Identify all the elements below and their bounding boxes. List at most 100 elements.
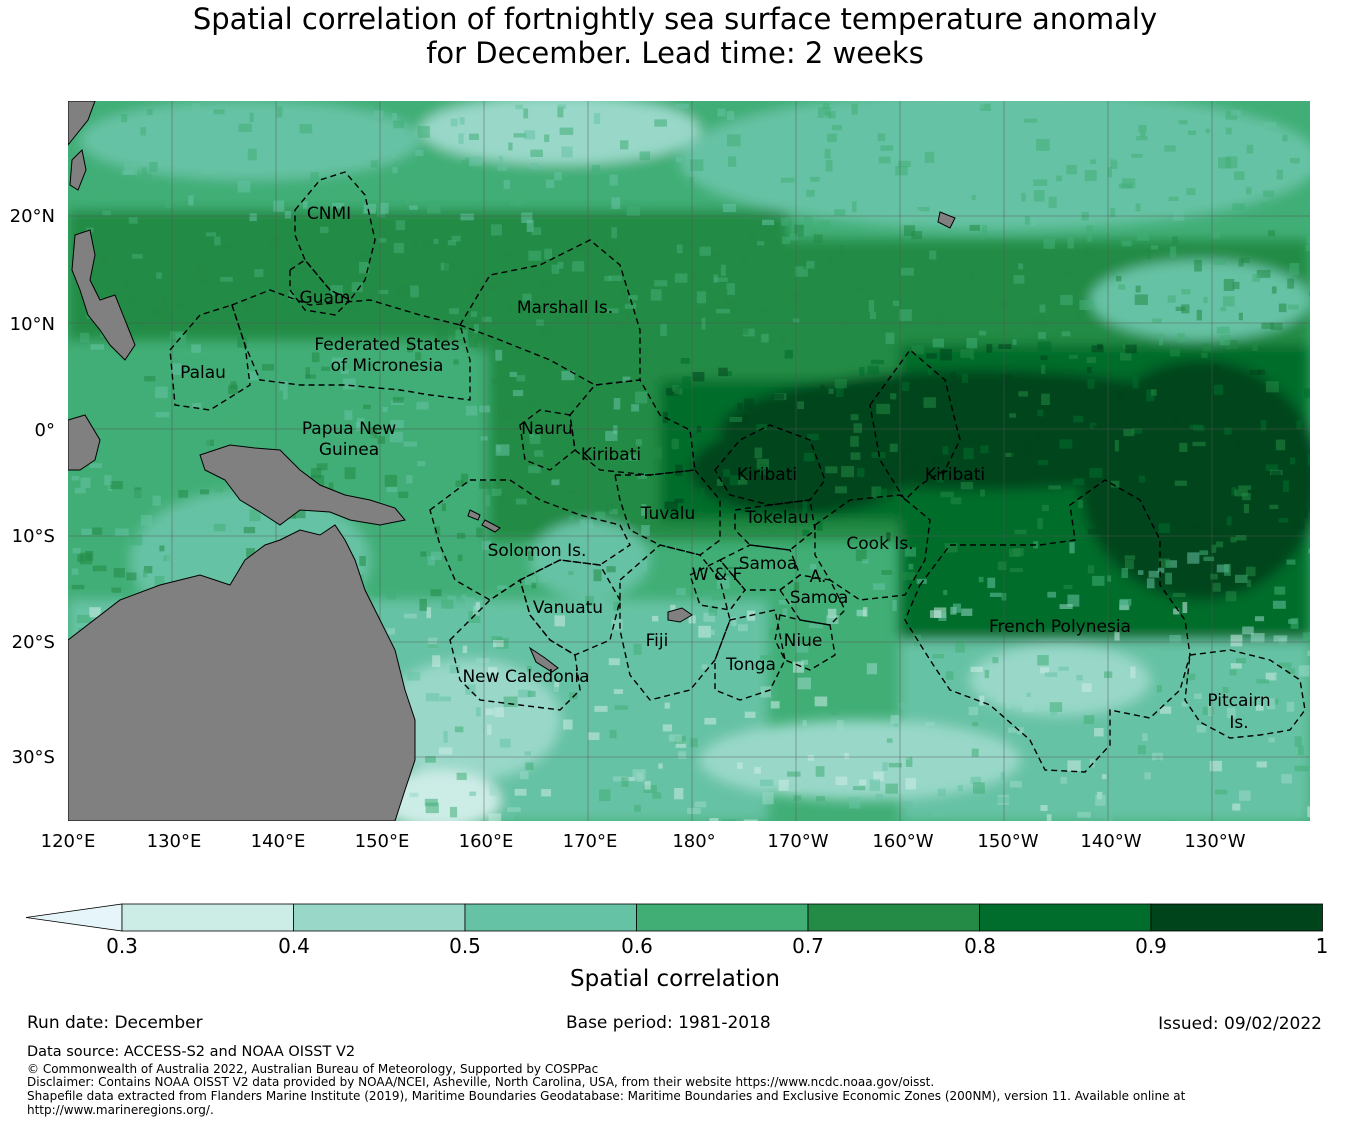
- label-kiribati-w: Kiribati: [581, 445, 641, 465]
- eez-kiribati-w: [569, 379, 696, 476]
- lon-tick-label: 130°W: [1184, 831, 1245, 852]
- disclaimer: Disclaimer: Contains NOAA OISST V2 data …: [27, 1075, 935, 1089]
- label-samoa: Samoa: [739, 554, 798, 574]
- label-vanuatu: Vanuatu: [533, 598, 603, 618]
- colorbar-segment: [464, 903, 637, 932]
- china-land: [68, 101, 96, 146]
- lat-tick-labels: 20°N 10°N 0° 10°S 20°S 30°S: [10, 206, 55, 768]
- colorbar-label: Spatial correlation: [570, 966, 780, 992]
- label-new-caledonia: New Caledonia: [462, 667, 589, 687]
- label-asamoa-line1: A.: [810, 567, 827, 587]
- solomon-land: [467, 509, 501, 533]
- label-png-line2: Guinea: [319, 440, 379, 460]
- issued-date: Issued: 09/02/2022: [1158, 1014, 1322, 1034]
- lon-tick-label: 170°E: [563, 831, 618, 852]
- colorbar-segment: [1150, 903, 1323, 932]
- lon-tick-label: 160°W: [872, 831, 933, 852]
- colorbar-tick-label: 0.6: [621, 934, 653, 958]
- copyright: © Commonwealth of Australia 2022, Austra…: [27, 1062, 599, 1076]
- shapefile-url: http://www.marineregions.org/.: [27, 1103, 214, 1117]
- hawaii-land: [937, 211, 956, 229]
- colorbar-tick-labels: 0.3 0.4 0.5 0.6 0.7 0.8 0.9 1: [106, 934, 1328, 958]
- philippines-land: [71, 229, 136, 361]
- lon-tick-label: 140°E: [251, 831, 306, 852]
- label-palau: Palau: [180, 363, 226, 383]
- label-solomon: Solomon Is.: [488, 541, 587, 561]
- title-line-2: for December. Lead time: 2 weeks: [426, 36, 924, 70]
- shapefile-credit: Shapefile data extracted from Flanders M…: [27, 1089, 1186, 1103]
- lon-tick-label: 150°E: [355, 831, 410, 852]
- eez-fiji: [619, 544, 731, 701]
- lat-tick-label: 10°N: [10, 314, 55, 335]
- lon-tick-labels: 120°E 130°E 140°E 150°E 160°E 170°E 180°…: [41, 831, 1246, 852]
- label-pitcairn-line2: Is.: [1229, 713, 1248, 733]
- eez-tuvalu: [614, 469, 721, 556]
- label-tuvalu: Tuvalu: [640, 504, 696, 524]
- eez-boundaries: [169, 171, 1306, 773]
- colorbar-segment: [636, 903, 809, 932]
- label-french-polynesia: French Polynesia: [989, 617, 1131, 637]
- label-niue: Niue: [784, 631, 823, 651]
- eez-marshall: [458, 239, 641, 386]
- australia-land: [68, 524, 416, 821]
- base-period: Base period: 1981-2018: [566, 1013, 771, 1033]
- label-wf: W & F: [692, 565, 743, 585]
- label-kiribati-c: Kiribati: [737, 465, 797, 485]
- correlation-field: [68, 101, 1310, 821]
- eez-guam: [289, 259, 352, 316]
- colorbar-tick-label: 0.4: [278, 934, 310, 958]
- label-marshall: Marshall Is.: [517, 298, 613, 318]
- label-asamoa-line2: Samoa: [790, 588, 849, 608]
- colorbar-segment: [293, 903, 466, 932]
- label-cook: Cook Is.: [846, 534, 913, 554]
- label-fsm-line2: of Micronesia: [331, 356, 444, 376]
- eez-cook: [814, 494, 931, 601]
- label-fsm-line1: Federated States: [314, 335, 459, 355]
- lon-tick-label: 130°E: [147, 831, 202, 852]
- label-nauru: Nauru: [521, 419, 573, 439]
- lat-tick-label: 20°S: [12, 632, 55, 653]
- lon-tick-label: 120°E: [41, 831, 96, 852]
- data-source: Data source: ACCESS-S2 and NOAA OISST V2: [27, 1044, 356, 1060]
- fiji-land: [667, 607, 693, 623]
- colorbar-segment: [121, 903, 294, 932]
- new-guinea-land: [199, 444, 406, 526]
- borneo-land: [68, 414, 101, 471]
- lat-tick-label: 0°: [35, 420, 55, 441]
- lon-tick-label: 140°W: [1080, 831, 1141, 852]
- eez-pitcairn: [1184, 649, 1306, 739]
- label-tonga: Tonga: [725, 655, 776, 675]
- eez-vanuatu: [519, 559, 621, 656]
- colorbar-tick-label: 0.5: [449, 934, 481, 958]
- eez-niue: [774, 614, 836, 671]
- eez-tonga: [714, 609, 786, 701]
- label-tokelau: Tokelau: [744, 508, 809, 528]
- colorbar-tick-label: 0.7: [792, 934, 824, 958]
- eez-solomon: [429, 479, 631, 601]
- new-caledonia-land: [528, 646, 559, 673]
- eez-fsm: [231, 289, 471, 401]
- lat-tick-label: 30°S: [12, 747, 55, 768]
- map: CNMI Guam Marshall Is. Federated States …: [10, 101, 1310, 852]
- colorbar-segment: [807, 903, 980, 932]
- colorbar-tick-label: 0.3: [106, 934, 138, 958]
- run-date: Run date: December: [27, 1013, 203, 1033]
- eez-nauru: [519, 409, 576, 471]
- eez-wf: [689, 559, 746, 611]
- colorbar-segment: [979, 903, 1152, 932]
- lon-tick-label: 170°W: [767, 831, 828, 852]
- colorbar-tick-label: 0.8: [964, 934, 996, 958]
- title-line-1: Spatial correlation of fortnightly sea s…: [192, 2, 1158, 36]
- taiwan-land: [69, 148, 87, 191]
- colorbar-extend-triangle: [25, 903, 123, 932]
- label-guam: Guam: [300, 288, 351, 308]
- eez-cnmi: [294, 171, 376, 301]
- region-labels: CNMI Guam Marshall Is. Federated States …: [180, 204, 1271, 733]
- eez-palau: [169, 304, 251, 411]
- label-png-line1: Papua New: [302, 419, 396, 439]
- eez-kiribati-e: [869, 348, 961, 502]
- eez-frpoly: [904, 479, 1191, 773]
- chart-title: Spatial correlation of fortnightly sea s…: [0, 2, 1350, 70]
- label-pitcairn-line1: Pitcairn: [1207, 691, 1270, 711]
- land: [68, 101, 956, 821]
